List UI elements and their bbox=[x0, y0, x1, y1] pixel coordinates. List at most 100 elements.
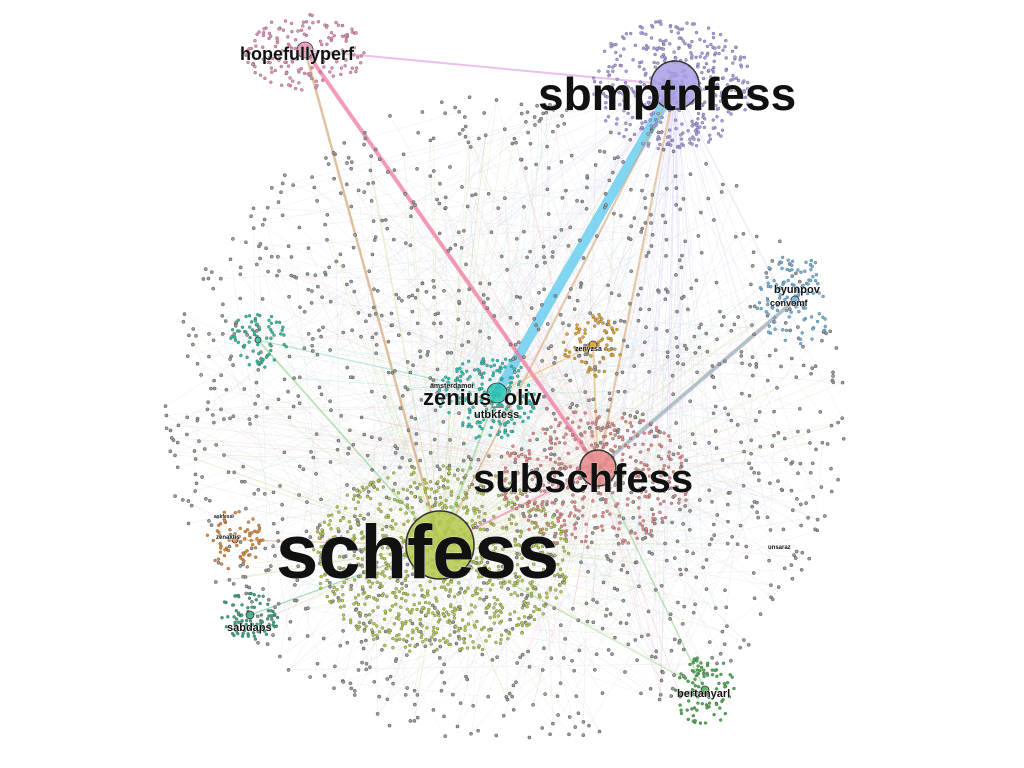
node-pink-orange bbox=[223, 548, 227, 552]
edge bbox=[417, 175, 588, 291]
node bbox=[607, 391, 612, 396]
node-byunpov bbox=[809, 315, 814, 319]
node bbox=[377, 593, 381, 598]
node bbox=[276, 200, 281, 204]
node bbox=[477, 136, 481, 141]
node bbox=[674, 336, 679, 340]
node bbox=[364, 319, 368, 324]
node bbox=[442, 714, 446, 719]
node-teal-left bbox=[239, 353, 243, 358]
node-sbmptnfess bbox=[700, 121, 704, 125]
node-subschfess bbox=[580, 539, 584, 544]
node bbox=[653, 655, 658, 660]
node-sbmptnfess bbox=[705, 44, 710, 49]
node-schfess bbox=[469, 466, 473, 470]
node-subschfess bbox=[604, 425, 609, 430]
node-subschfess bbox=[611, 525, 615, 529]
node bbox=[726, 519, 730, 524]
node bbox=[550, 254, 555, 259]
node bbox=[415, 288, 420, 293]
node bbox=[740, 361, 744, 366]
node bbox=[552, 606, 557, 611]
node-schfess bbox=[454, 502, 459, 506]
hub-edge bbox=[624, 84, 676, 414]
edge bbox=[673, 241, 686, 455]
node-zenius_oliv bbox=[480, 427, 484, 431]
node bbox=[291, 404, 296, 409]
node bbox=[449, 350, 454, 355]
node-hopefullyperf bbox=[267, 31, 272, 36]
node-subschfess bbox=[597, 426, 601, 430]
node-zenius_oliv bbox=[509, 380, 514, 385]
node-schfess bbox=[394, 522, 398, 526]
node bbox=[720, 323, 724, 328]
node bbox=[249, 214, 253, 218]
node bbox=[367, 313, 372, 318]
node-sabdaps bbox=[240, 603, 244, 607]
node bbox=[674, 273, 678, 277]
hub-edge bbox=[535, 325, 599, 469]
node bbox=[546, 346, 551, 351]
node bbox=[697, 498, 702, 502]
node-sabdaps bbox=[246, 606, 250, 610]
node bbox=[231, 582, 236, 586]
node bbox=[352, 689, 357, 693]
node-sbmptnfess bbox=[662, 59, 667, 63]
node-zenyzsa bbox=[578, 340, 583, 344]
node bbox=[551, 388, 555, 392]
node-bertanyarl bbox=[693, 684, 698, 688]
node-hopefullyperf bbox=[354, 66, 359, 70]
node bbox=[351, 245, 356, 250]
node bbox=[304, 529, 309, 534]
node-schfess bbox=[551, 564, 555, 568]
node-teal-left bbox=[252, 332, 257, 337]
node bbox=[185, 354, 190, 359]
node bbox=[603, 191, 608, 196]
node-subschfess bbox=[608, 512, 612, 516]
node-subschfess bbox=[604, 500, 608, 505]
node-teal-left bbox=[284, 345, 288, 349]
node bbox=[680, 253, 684, 258]
node-hopefullyperf bbox=[334, 20, 338, 25]
node-sabdaps bbox=[233, 594, 237, 598]
node bbox=[389, 311, 394, 316]
node-subschfess bbox=[658, 502, 663, 506]
node bbox=[515, 529, 520, 533]
node bbox=[650, 507, 654, 512]
node-pink-orange bbox=[238, 526, 242, 531]
node-sbmptnfess bbox=[639, 31, 643, 35]
node-schfess bbox=[492, 549, 496, 554]
label-byunpov: byunpov bbox=[774, 284, 821, 296]
hub-edge bbox=[405, 84, 676, 388]
node bbox=[199, 373, 203, 377]
node-schfess bbox=[438, 639, 442, 643]
node-schfess bbox=[417, 601, 422, 605]
edge bbox=[230, 259, 290, 639]
node bbox=[232, 470, 236, 475]
node-zenius_oliv bbox=[455, 367, 459, 371]
edge bbox=[672, 375, 680, 448]
hub-edge bbox=[325, 84, 676, 552]
node bbox=[754, 365, 759, 369]
edge bbox=[186, 416, 234, 435]
node-schfess bbox=[405, 503, 409, 507]
node bbox=[226, 470, 231, 475]
node bbox=[684, 567, 689, 572]
node bbox=[581, 720, 586, 724]
node bbox=[325, 237, 329, 242]
node bbox=[722, 642, 727, 647]
node bbox=[443, 111, 448, 115]
node bbox=[435, 464, 440, 469]
node bbox=[623, 670, 627, 674]
node bbox=[227, 578, 232, 582]
hub-edge bbox=[638, 84, 676, 587]
node-subschfess bbox=[573, 514, 577, 518]
node-zenyzsa bbox=[561, 340, 566, 345]
node bbox=[391, 681, 395, 686]
node bbox=[319, 392, 324, 397]
node bbox=[612, 586, 617, 591]
node bbox=[553, 356, 558, 360]
node-zenyzsa bbox=[597, 369, 601, 373]
node bbox=[288, 619, 293, 624]
node bbox=[713, 404, 718, 409]
